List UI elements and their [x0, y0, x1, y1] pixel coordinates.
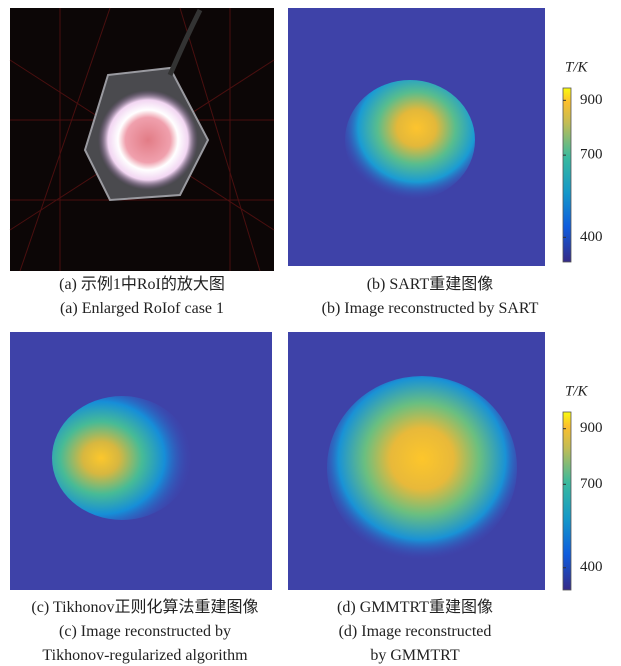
colorbar-tick-label: 700 [580, 476, 603, 492]
colorbar-tick-label: 900 [580, 92, 603, 108]
colorbar [563, 88, 571, 262]
figure-graphics: T/K 400 700 900 T/K 400 700 900 [0, 0, 621, 666]
caption-zh: (a) 示例1中RoI的放大图 [10, 273, 274, 297]
colorbar-tick-label: 400 [580, 559, 603, 575]
colorbars: T/K 400 700 900 T/K 400 700 900 [563, 59, 603, 590]
heat-region [52, 396, 192, 520]
colorbar-label: T/K [565, 59, 589, 75]
caption: (a) 示例1中RoI的放大图(a) Enlarged RoIof case 1 [10, 273, 274, 321]
colorbar-label: T/K [565, 383, 589, 399]
caption-en: (c) Image reconstructed by [0, 620, 290, 644]
caption-en: Tikhonov-regularized algorithm [0, 644, 290, 666]
figure: T/K 400 700 900 T/K 400 700 900 (a) 示例1中RoI的放大图… [0, 0, 621, 666]
colorbar-tick-label: 400 [580, 229, 603, 245]
caption-en: (d) Image reconstructed [285, 620, 545, 644]
heat-region [345, 80, 475, 200]
caption: (b) SART重建图像(b) Image reconstructed by S… [285, 273, 575, 321]
caption-en: (b) Image reconstructed by SART [285, 297, 575, 321]
colorbar [563, 412, 571, 590]
caption-zh: (d) GMMTRT重建图像 [285, 596, 545, 620]
caption-zh: (b) SART重建图像 [285, 273, 575, 297]
caption: (c) Tikhonov正则化算法重建图像(c) Image reconstru… [0, 596, 290, 666]
heat-region [327, 376, 517, 560]
caption-zh: (c) Tikhonov正则化算法重建图像 [0, 596, 290, 620]
colorbar-tick-label: 700 [580, 147, 603, 163]
caption-en: (a) Enlarged RoIof case 1 [10, 297, 274, 321]
colorbar-tick-label: 900 [580, 420, 603, 436]
photo [10, 8, 274, 271]
caption-en: by GMMTRT [285, 644, 545, 666]
